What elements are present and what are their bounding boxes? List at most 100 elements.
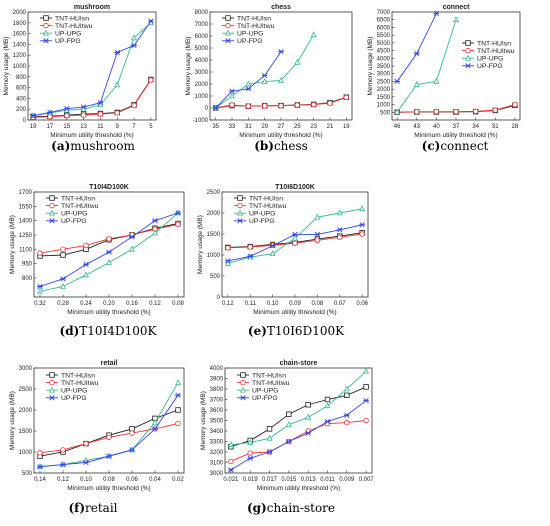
data-point: [285, 421, 292, 428]
series-line: [230, 370, 367, 446]
legend-marker: [225, 15, 231, 21]
x-tick-label: 0.04: [149, 477, 161, 483]
x-tick-label: 0.019: [243, 477, 259, 483]
data-point: [131, 102, 137, 109]
series-line: [33, 22, 152, 117]
data-point: [229, 92, 235, 99]
chart-panel-7: chain-store 3000 3100 3200 3300 3400 3500 3600 3…: [200, 360, 374, 515]
x-tick-label: 0.06: [356, 301, 368, 307]
y-tick-label: 3900: [210, 377, 224, 383]
data-point: [83, 242, 89, 249]
legend-label: UP-FPG: [252, 395, 278, 402]
series-4: [394, 10, 440, 85]
caption-letter: (e): [248, 324, 267, 338]
series-1: [228, 384, 369, 450]
legend-label: UP-UPG: [237, 31, 263, 38]
chart-title: retail: [101, 360, 118, 367]
data-point: [453, 108, 459, 115]
y-tick-label: 1500: [207, 232, 221, 238]
data-point: [225, 245, 231, 251]
x-tick-label: 11: [97, 124, 104, 130]
data-point: [129, 234, 135, 240]
data-point: [294, 58, 301, 65]
data-point: [413, 80, 420, 87]
y-axis-label: Memory usage (MB): [3, 37, 10, 96]
data-point: [310, 101, 317, 108]
legend-marker: [465, 40, 471, 46]
legend-marker: [465, 54, 471, 61]
data-point: [266, 449, 273, 455]
data-point: [152, 218, 158, 224]
legend-marker: [237, 209, 243, 216]
x-tick-label: 0.28: [57, 301, 69, 307]
y-tick-label: 950: [22, 262, 33, 268]
y-tick-label: 1500: [19, 429, 33, 435]
legend-marker: [49, 395, 55, 401]
data-point: [228, 467, 234, 473]
data-point: [433, 10, 440, 17]
legend-marker: [49, 195, 55, 201]
caption-letter: (f): [68, 501, 85, 515]
data-point: [245, 80, 252, 87]
series-line: [396, 19, 457, 113]
data-point: [310, 31, 317, 38]
data-point: [245, 103, 252, 109]
legend-label: TNT-HUItwu: [55, 23, 93, 30]
caption-letter: (a): [51, 139, 70, 153]
legend-label: TNT-HUIsn: [249, 195, 283, 202]
legend-label: TNT-HUIsn: [252, 372, 286, 379]
y-tick-label: 1700: [19, 190, 33, 196]
x-tick-label: 0.12: [57, 477, 69, 483]
chart-title: T10I6D100K: [275, 184, 315, 191]
x-tick-label: 0.08: [312, 301, 324, 307]
data-point: [363, 367, 370, 374]
x-tick-label: 0.07: [334, 301, 346, 307]
y-tick-label: 5500: [377, 33, 391, 39]
y-tick-label: 4000: [195, 58, 209, 64]
legend-label: TNT-HUItwu: [252, 380, 290, 387]
legend-marker: [49, 202, 55, 209]
series-line: [230, 386, 367, 448]
data-point: [359, 205, 366, 212]
data-point: [148, 18, 154, 24]
data-point: [106, 236, 112, 242]
x-tick-label: 0.015: [281, 477, 297, 483]
y-tick-label: 5000: [195, 46, 209, 52]
data-point: [37, 450, 43, 456]
y-tick-label: 3500: [210, 419, 224, 425]
data-point: [129, 430, 135, 436]
y-tick-label: 800: [16, 75, 27, 81]
data-point: [261, 72, 268, 79]
data-point: [292, 240, 298, 246]
data-point: [60, 252, 66, 258]
y-tick-label: 0: [23, 118, 27, 124]
legend-label: TNT-HUIsn: [61, 372, 95, 379]
legend-marker: [43, 22, 49, 29]
y-tick-label: 3100: [210, 461, 224, 467]
panel-caption: (e)T10I6D100K: [248, 324, 345, 338]
data-point: [278, 48, 284, 55]
y-axis-label: Memory usage (MB): [185, 37, 192, 96]
data-point: [229, 102, 235, 108]
legend-marker: [237, 218, 243, 224]
legend-marker: [225, 22, 231, 29]
panel-caption: (f)retail: [68, 501, 117, 515]
x-tick-label: 31: [245, 124, 252, 130]
y-tick-label: 2500: [19, 387, 33, 393]
y-tick-label: 3800: [210, 387, 224, 393]
data-point: [106, 249, 112, 255]
series-4: [212, 48, 284, 111]
series-3: [212, 31, 317, 111]
caption-text: chain-store: [267, 501, 335, 515]
y-tick-label: 600: [16, 86, 27, 92]
x-tick-label: 0.08: [103, 477, 115, 483]
y-tick-label: 500: [380, 110, 391, 116]
y-tick-label: 400: [16, 96, 27, 102]
legend-label: UP-FPG: [249, 218, 275, 225]
data-point: [97, 100, 104, 106]
data-point: [80, 112, 87, 118]
data-point: [64, 112, 70, 119]
y-tick-label: 2000: [19, 408, 33, 414]
